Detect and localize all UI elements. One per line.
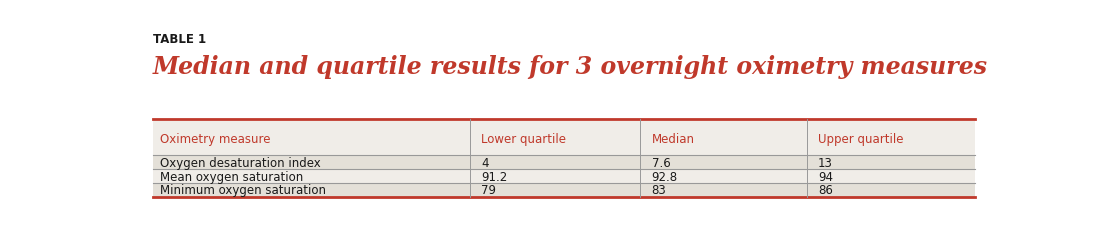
Text: TABLE 1: TABLE 1 — [153, 32, 206, 45]
Text: Oximetry measure: Oximetry measure — [160, 132, 271, 145]
Text: Oxygen desaturation index: Oxygen desaturation index — [160, 156, 320, 169]
Text: 79: 79 — [481, 183, 496, 196]
Text: 4: 4 — [481, 156, 488, 169]
Text: Median and quartile results for 3 overnight oximetry measures: Median and quartile results for 3 overni… — [153, 55, 988, 79]
Text: 13: 13 — [817, 156, 833, 169]
Text: 94: 94 — [817, 170, 833, 183]
Text: 92.8: 92.8 — [651, 170, 678, 183]
Bar — [153, 122, 975, 156]
Text: 83: 83 — [651, 183, 667, 196]
Text: Minimum oxygen saturation: Minimum oxygen saturation — [160, 183, 326, 196]
Bar — [153, 183, 975, 197]
Bar — [153, 156, 975, 169]
Text: 86: 86 — [817, 183, 833, 196]
Text: Median: Median — [651, 132, 694, 145]
Text: 7.6: 7.6 — [651, 156, 670, 169]
Text: Upper quartile: Upper quartile — [817, 132, 903, 145]
Text: Lower quartile: Lower quartile — [481, 132, 566, 145]
Text: Mean oxygen saturation: Mean oxygen saturation — [160, 170, 302, 183]
Text: 91.2: 91.2 — [481, 170, 507, 183]
Bar — [153, 169, 975, 183]
